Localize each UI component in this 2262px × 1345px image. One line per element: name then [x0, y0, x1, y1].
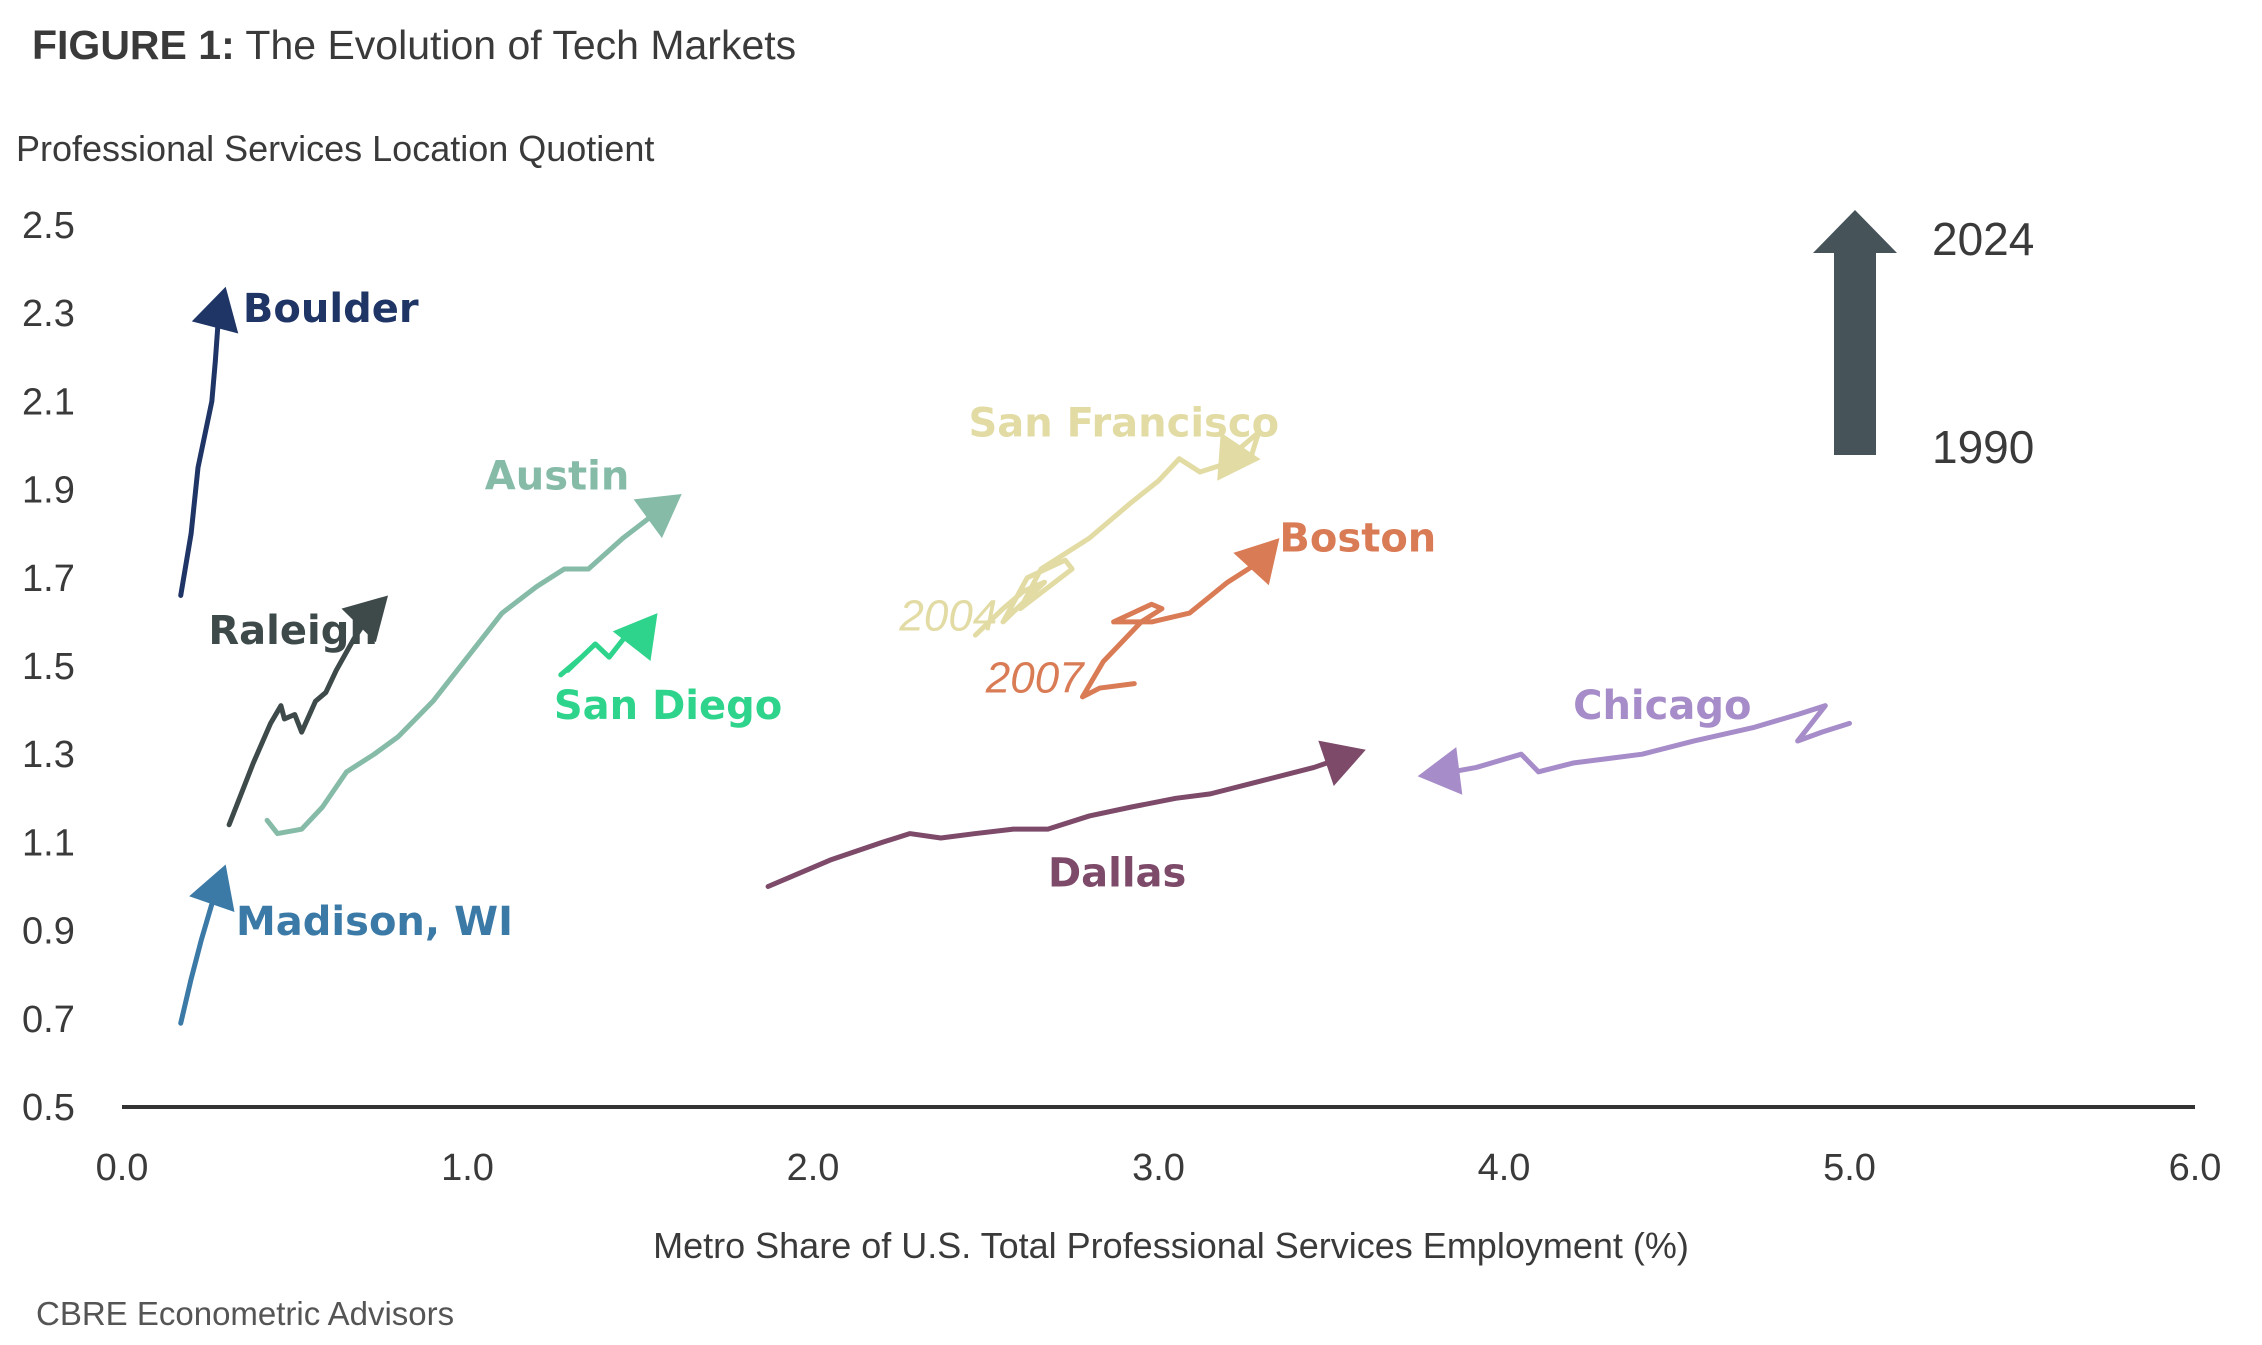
- x-tick-label: 0.0: [96, 1147, 149, 1189]
- y-tick-label: 0.5: [22, 1087, 75, 1129]
- series-line-madison-wi: [178, 897, 216, 1026]
- series-label-madison-wi: Madison, WI: [236, 899, 513, 945]
- series-line-boulder: [178, 310, 222, 598]
- series-label-san-diego: San Diego: [554, 683, 782, 729]
- series-label-boston: Boston: [1279, 515, 1436, 561]
- x-ticks: 0.0 1.0 2.0 3.0 4.0 5.0 6.0: [96, 1147, 2222, 1189]
- year-annotation: 2007: [985, 653, 1085, 702]
- series-san-francisco: San Francisco: [968, 401, 1279, 638]
- time-legend: 2024 1990: [1813, 210, 2034, 473]
- x-tick-label: 3.0: [1132, 1147, 1185, 1189]
- series-boulder: Boulder: [178, 286, 419, 598]
- y-ticks: 0.5 0.7 0.9 1.1 1.3 1.5 1.7 1.9 2.1 2.3 2.5: [22, 205, 75, 1129]
- series-arrowhead-raleigh: [341, 595, 389, 643]
- series-raleigh: Raleigh: [208, 595, 389, 828]
- y-tick-label: 2.1: [22, 381, 75, 423]
- series-line-boston: [1079, 562, 1258, 700]
- x-tick-label: 5.0: [1823, 1147, 1876, 1189]
- x-tick-label: 2.0: [787, 1147, 840, 1189]
- series-arrowhead-san-francisco: [1217, 432, 1261, 481]
- time-arrow-icon: [1813, 210, 1897, 455]
- figure-label: FIGURE 1:: [32, 22, 235, 68]
- series-line-austin: [264, 509, 661, 837]
- series-label-chicago: Chicago: [1573, 683, 1751, 729]
- series-line-chicago: [1449, 703, 1852, 775]
- series-group: Boulder Madison, WI Raleigh Austin San Diego…: [178, 286, 1852, 1026]
- annotations: 2004 2007: [898, 592, 1085, 703]
- series-label-raleigh: Raleigh: [208, 608, 377, 654]
- series-line-raleigh: [226, 610, 374, 828]
- figure-title-text: The Evolution of Tech Markets: [245, 22, 797, 68]
- series-austin: Austin: [264, 454, 682, 837]
- x-tick-label: 6.0: [2169, 1147, 2222, 1189]
- y-tick-label: 1.7: [22, 558, 75, 600]
- series-dallas: Dallas: [765, 740, 1366, 897]
- series-label-boulder: Boulder: [243, 286, 419, 332]
- series-chicago: Chicago: [1417, 683, 1852, 795]
- year-annotation: 2004: [898, 592, 997, 641]
- x-tick-label: 1.0: [441, 1147, 494, 1189]
- series-boston: Boston: [1079, 515, 1436, 700]
- series-arrowhead-san-diego: [612, 613, 658, 661]
- series-san-diego: San Diego: [554, 613, 782, 729]
- series-arrowhead-austin: [633, 494, 682, 539]
- y-tick-label: 2.5: [22, 205, 75, 247]
- y-tick-label: 1.5: [22, 646, 75, 688]
- series-arrowhead-boulder: [191, 286, 239, 334]
- series-arrowhead-madison-wi: [189, 864, 235, 913]
- x-tick-label: 4.0: [1478, 1147, 1531, 1189]
- y-tick-label: 0.7: [22, 999, 75, 1041]
- figure-title: FIGURE 1: The Evolution of Tech Markets: [32, 22, 796, 69]
- x-axis-label: Metro Share of U.S. Total Professional S…: [653, 1225, 1689, 1266]
- y-tick-label: 0.9: [22, 911, 75, 953]
- legend-end-year: 2024: [1932, 213, 2034, 265]
- y-tick-label: 1.3: [22, 734, 75, 776]
- series-arrowhead-dallas: [1318, 740, 1366, 787]
- series-line-dallas: [765, 759, 1333, 889]
- series-label-austin: Austin: [485, 454, 630, 500]
- series-madison-wi: Madison, WI: [178, 864, 513, 1026]
- series-label-san-francisco: San Francisco: [968, 401, 1279, 447]
- y-tick-label: 2.3: [22, 293, 75, 335]
- y-tick-label: 1.9: [22, 470, 75, 512]
- source-note: CBRE Econometric Advisors: [36, 1295, 455, 1332]
- series-label-dallas: Dallas: [1048, 851, 1186, 897]
- series-line-san-francisco: [972, 429, 1262, 638]
- y-axis-label: Professional Services Location Quotient: [16, 128, 655, 169]
- series-arrowhead-chicago: [1417, 747, 1463, 795]
- series-arrowhead-boston: [1233, 538, 1280, 586]
- y-tick-label: 1.1: [22, 822, 75, 864]
- legend-start-year: 1990: [1932, 421, 2034, 473]
